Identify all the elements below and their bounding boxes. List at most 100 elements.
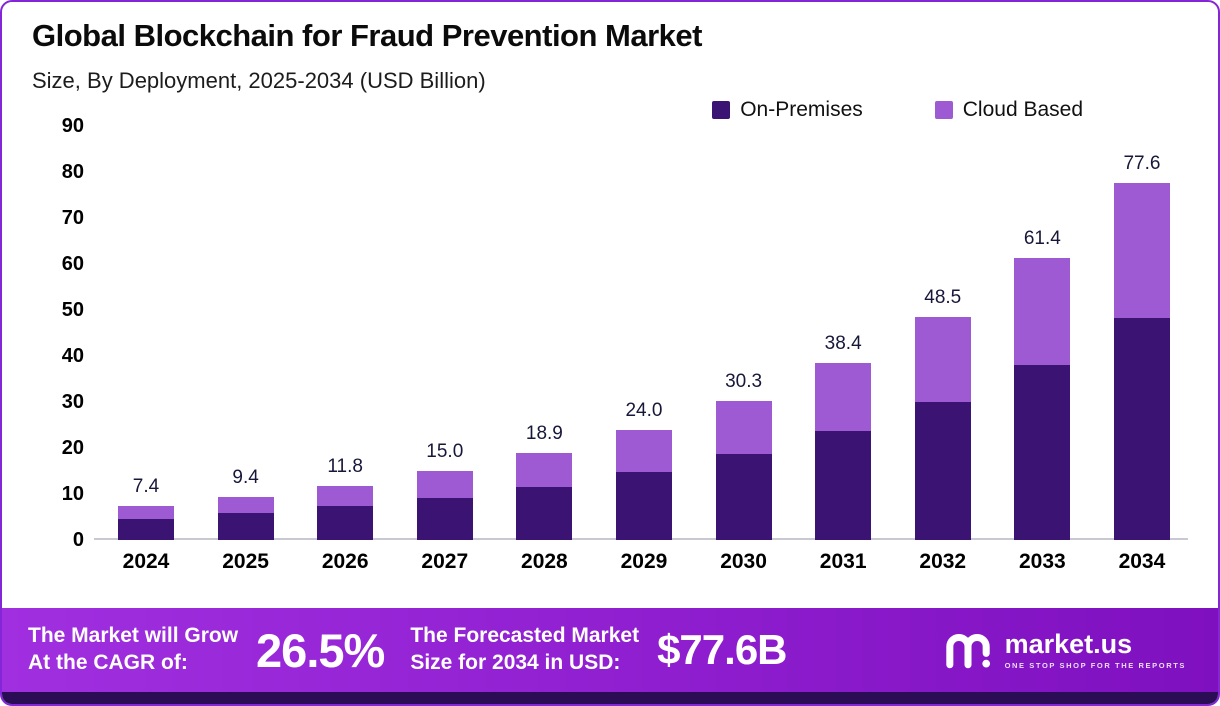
- y-axis-label-50: 50: [61, 299, 84, 321]
- total-value-label-2032: 48.5: [924, 286, 962, 308]
- legend-item-on-premises: On-Premises: [712, 98, 863, 122]
- bar-column-2030: 30.3 2030: [708, 126, 780, 584]
- bar-segment-cloud-based-2028: [516, 453, 573, 487]
- bar-segment-on-premises-2027: [416, 497, 473, 540]
- y-axis-label-10: 10: [61, 483, 84, 505]
- total-value-label-2029: 24.0: [625, 399, 663, 421]
- y-axis-label-70: 70: [61, 207, 84, 229]
- page-subtitle: Size, By Deployment, 2025-2034 (USD Bill…: [32, 68, 486, 93]
- bar-segment-on-premises-2032: [914, 402, 971, 540]
- page-title: Global Blockchain for Fraud Prevention M…: [32, 18, 702, 53]
- forecast-value: $77.6B: [657, 626, 787, 673]
- bar-segment-on-premises-2031: [815, 431, 872, 540]
- bar-segment-cloud-based-2027: [416, 471, 473, 498]
- bar-segment-on-premises-2024: [118, 518, 174, 540]
- bar-2029: [615, 429, 672, 540]
- total-value-label-2031: 38.4: [824, 333, 862, 355]
- bottom-dark-strip: [2, 692, 1218, 704]
- marketus-logo-text-block: market.us ONE STOP SHOP FOR THE REPORTS: [1005, 630, 1186, 669]
- legend-label-on-premises: On-Premises: [740, 98, 863, 121]
- cagr-label: The Market will Grow At the CAGR of:: [28, 623, 238, 677]
- bar-column-2028: 18.9 2028: [508, 126, 580, 584]
- bar-column-2026: 11.8 2026: [309, 126, 381, 584]
- stacked-bar-chart: 7.4 2024 9.4 2025 11.8 2026 15.0 2027 18.9 2028 24…: [32, 115, 1188, 584]
- bar-2032: [914, 316, 971, 540]
- bar-2030: [715, 400, 772, 540]
- bar-segment-on-premises-2030: [715, 453, 772, 540]
- cagr-label-line1: The Market will Grow: [28, 624, 239, 648]
- bar-segment-cloud-based-2030: [715, 400, 772, 454]
- bar-segment-on-premises-2025: [217, 512, 274, 540]
- bar-column-2025: 9.4 2025: [210, 126, 282, 584]
- bar-2034: [1113, 183, 1170, 540]
- x-axis-label-2034: 2034: [1118, 550, 1166, 573]
- marketus-logo: market.us ONE STOP SHOP FOR THE REPORTS: [943, 630, 1192, 670]
- chart-legend: On-Premises Cloud Based: [712, 98, 1083, 122]
- bar-column-2034: 77.6 2034: [1106, 126, 1178, 584]
- total-value-label-2028: 18.9: [525, 423, 563, 445]
- total-value-label-2026: 11.8: [327, 455, 363, 477]
- x-axis-label-2027: 2027: [421, 550, 469, 573]
- bar-2027: [416, 471, 473, 540]
- x-axis-label-2024: 2024: [122, 550, 170, 573]
- bar-segment-cloud-based-2034: [1113, 183, 1170, 319]
- y-axis-label-90: 90: [61, 115, 84, 137]
- y-axis-label-0: 0: [72, 529, 84, 551]
- x-axis-label-2031: 2031: [819, 550, 867, 573]
- x-axis-label-2025: 2025: [222, 550, 269, 573]
- bar-2028: [516, 453, 573, 540]
- total-value-label-2034: 77.6: [1123, 153, 1161, 175]
- bar-column-2032: 48.5 2032: [907, 126, 979, 584]
- marketus-logo-tagline: ONE STOP SHOP FOR THE REPORTS: [1004, 660, 1186, 670]
- y-axis-label-80: 80: [61, 161, 84, 183]
- x-axis-label-2030: 2030: [720, 550, 767, 573]
- x-axis-label-2032: 2032: [919, 550, 967, 573]
- x-axis-label-2029: 2029: [620, 550, 668, 573]
- y-axis-label-60: 60: [61, 253, 84, 275]
- legend-swatch-on-premises: [712, 101, 731, 119]
- y-axis-label-40: 40: [61, 345, 84, 367]
- x-axis-label-2028: 2028: [521, 550, 568, 573]
- total-value-label-2024: 7.4: [132, 475, 160, 497]
- forecast-label: The Forecasted Market Size for 2034 in U…: [410, 623, 639, 677]
- total-value-label-2033: 61.4: [1023, 227, 1061, 249]
- bar-2024: [118, 505, 174, 540]
- bar-segment-cloud-based-2024: [118, 505, 174, 519]
- bar-segment-cloud-based-2032: [914, 316, 971, 402]
- bar-segment-cloud-based-2029: [615, 429, 672, 472]
- marketus-logo-icon: [945, 634, 990, 669]
- bar-column-2029: 24.0 2029: [608, 126, 680, 584]
- bar-2025: [217, 496, 274, 540]
- bottom-banner: The Market will Grow At the CAGR of: 26.…: [2, 608, 1218, 692]
- legend-item-cloud-based: Cloud Based: [934, 98, 1083, 122]
- cagr-label-line2: At the CAGR of:: [28, 651, 188, 674]
- total-value-label-2027: 15.0: [426, 441, 464, 463]
- bar-column-2031: 38.4 2031: [807, 126, 879, 584]
- bar-2033: [1014, 257, 1071, 540]
- bar-segment-on-premises-2029: [615, 471, 672, 540]
- forecast-label-line2: Size for 2034 in USD:: [410, 651, 621, 674]
- bar-segment-cloud-based-2025: [217, 496, 274, 513]
- cagr-value: 26.5%: [256, 623, 385, 677]
- bar-segment-on-premises-2033: [1014, 365, 1071, 540]
- bar-segment-on-premises-2026: [317, 506, 374, 540]
- bar-2031: [815, 363, 872, 540]
- total-value-label-2025: 9.4: [232, 466, 259, 488]
- bar-column-2027: 15.0 2027: [409, 126, 481, 584]
- bar-column-2024: 7.4 2024: [110, 126, 182, 584]
- x-axis-label-2026: 2026: [321, 550, 369, 573]
- bar-segment-on-premises-2028: [516, 486, 573, 540]
- bar-column-2033: 61.4 2033: [1006, 126, 1078, 584]
- bar-segment-cloud-based-2026: [317, 485, 374, 507]
- bar-segment-on-premises-2034: [1113, 318, 1170, 540]
- y-axis-label-20: 20: [61, 437, 84, 459]
- bar-segment-cloud-based-2033: [1014, 257, 1071, 366]
- marketus-logo-name: market.us: [1004, 629, 1133, 660]
- forecast-label-line1: The Forecasted Market: [410, 624, 640, 648]
- bar-segment-cloud-based-2031: [815, 363, 872, 431]
- y-axis-label-30: 30: [61, 391, 84, 413]
- total-value-label-2030: 30.3: [725, 370, 763, 392]
- plot-area: 7.4 2024 9.4 2025 11.8 2026 15.0 2027 18.9 2028 24…: [104, 126, 1184, 584]
- legend-label-cloud-based: Cloud Based: [962, 98, 1083, 121]
